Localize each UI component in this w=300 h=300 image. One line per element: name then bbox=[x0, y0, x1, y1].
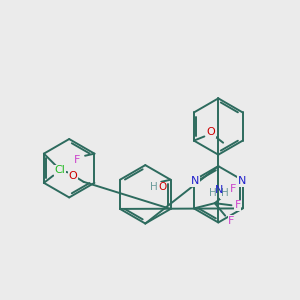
Text: F: F bbox=[235, 200, 241, 210]
Text: O: O bbox=[69, 171, 77, 181]
Text: H: H bbox=[150, 182, 158, 192]
Text: H: H bbox=[221, 188, 228, 198]
Text: F: F bbox=[230, 184, 237, 194]
Text: Cl: Cl bbox=[54, 165, 65, 175]
Text: N: N bbox=[215, 185, 224, 195]
Text: O: O bbox=[158, 182, 166, 192]
Text: N: N bbox=[238, 176, 246, 186]
Text: N: N bbox=[191, 176, 199, 186]
Text: O: O bbox=[206, 127, 215, 137]
Text: F: F bbox=[74, 155, 80, 165]
Text: F: F bbox=[228, 216, 235, 226]
Text: H: H bbox=[209, 188, 217, 198]
